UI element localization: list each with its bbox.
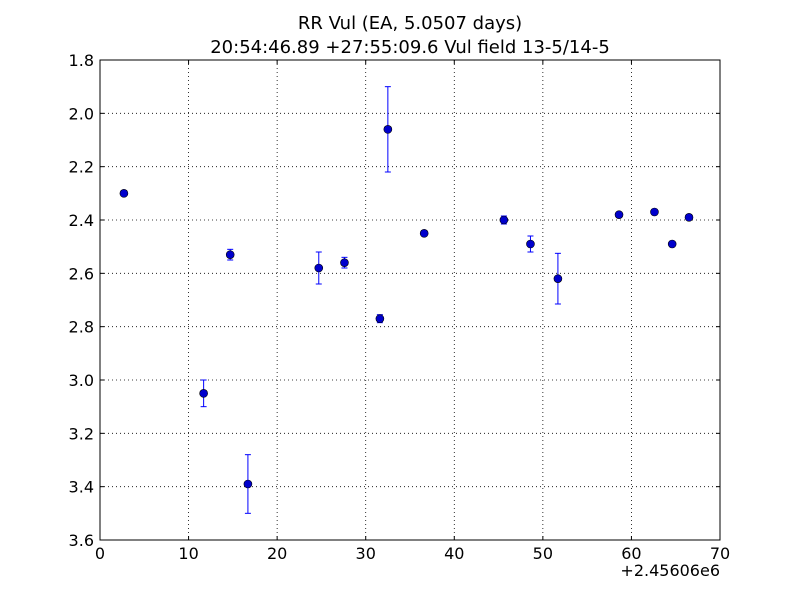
y-tick-label: 3.4	[69, 478, 94, 497]
data-point	[667, 239, 677, 249]
y-tick-label: 3.2	[69, 424, 94, 443]
data-point	[650, 207, 659, 217]
y-tick-label: 2.0	[69, 104, 94, 123]
x-tick-label: 60	[621, 544, 641, 563]
y-tick-label: 1.8	[69, 51, 94, 70]
y-tick-label: 3.0	[69, 371, 94, 390]
data-point	[199, 389, 208, 398]
x-tick-label: 10	[178, 544, 198, 563]
axis-ticks	[99, 59, 721, 541]
y-tick-label: 2.6	[69, 264, 94, 283]
error-bars	[120, 86, 692, 514]
data-point	[553, 274, 563, 283]
data-point	[243, 479, 253, 489]
y-tick-label: 2.8	[69, 318, 94, 337]
data-points	[119, 125, 694, 489]
data-point	[684, 213, 694, 222]
x-offset-label: +2.45606e6	[620, 561, 720, 580]
y-tick-label: 3.6	[69, 531, 94, 550]
y-tick-label: 2.4	[69, 211, 94, 230]
x-tick-label: 40	[444, 544, 464, 563]
data-point	[225, 250, 235, 259]
data-point	[375, 314, 385, 323]
data-point	[419, 229, 429, 238]
x-tick-label: 0	[95, 544, 105, 563]
x-tick-label: 50	[533, 544, 553, 563]
data-point	[526, 239, 535, 249]
plot-frame	[99, 59, 721, 541]
grid-lines	[100, 60, 720, 540]
data-point	[499, 215, 509, 225]
x-tick-label: 20	[267, 544, 287, 563]
data-point	[314, 263, 324, 273]
x-tick-labels: 0 10 20 30 40 50 60 70	[95, 544, 730, 563]
data-point	[119, 189, 129, 198]
data-point	[383, 125, 393, 134]
data-point	[340, 258, 349, 267]
y-tick-label: 2.2	[69, 158, 94, 177]
chart-subtitle: 20:54:46.89 +27:55:09.6 Vul field 13-5/1…	[210, 37, 610, 58]
x-tick-label: 70	[710, 544, 730, 563]
y-tick-labels: 1.8 2.0 2.2 2.4 2.6 2.8 3.0 3.2 3.4 3.6	[69, 51, 94, 550]
data-point	[614, 210, 624, 219]
chart-title: RR Vul (EA, 5.0507 days)	[298, 13, 522, 34]
x-tick-label: 30	[356, 544, 376, 563]
